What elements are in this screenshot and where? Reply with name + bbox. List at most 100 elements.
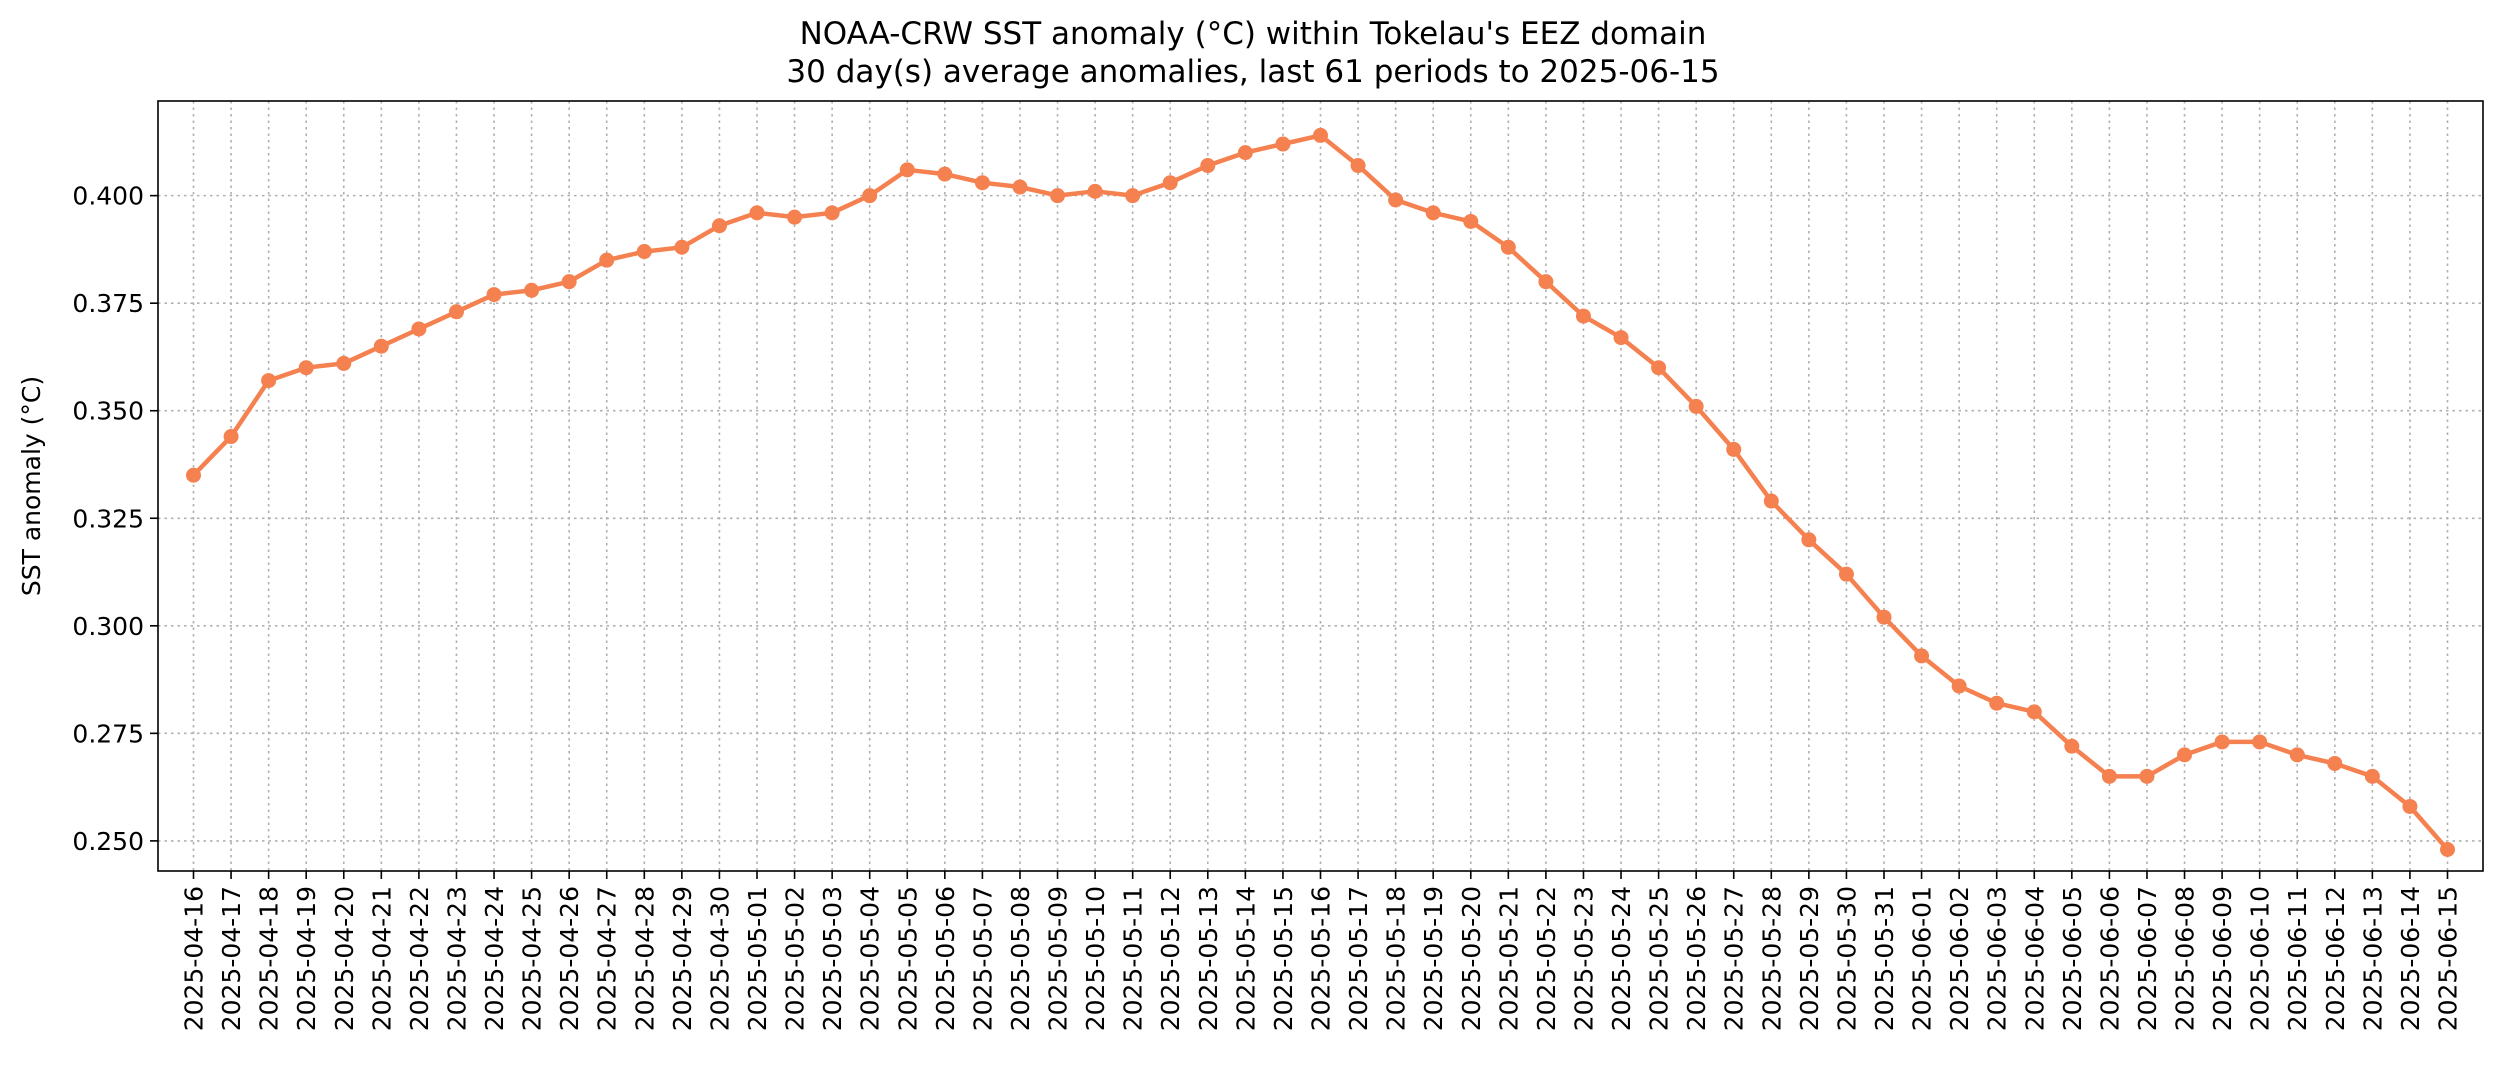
data-point — [824, 205, 840, 221]
data-point — [636, 244, 652, 260]
data-point — [1313, 127, 1328, 143]
data-point — [1087, 183, 1103, 199]
data-point — [1838, 566, 1854, 582]
chart-subtitle: 30 day(s) average anomalies, last 61 per… — [786, 54, 1719, 90]
y-tick-label: 0.275 — [72, 719, 144, 748]
data-point — [1237, 145, 1253, 161]
x-tick-label: 2025-05-09 — [1044, 886, 1073, 1031]
data-point — [1500, 239, 1516, 255]
data-point — [1801, 532, 1817, 548]
x-tick-label: 2025-05-27 — [1720, 886, 1749, 1031]
x-tick-label: 2025-05-29 — [1795, 886, 1824, 1031]
x-tick-label: 2025-06-05 — [2058, 886, 2087, 1031]
x-tick-label: 2025-05-16 — [1307, 886, 1336, 1031]
plot-frame — [157, 100, 2484, 872]
data-point — [2440, 841, 2455, 857]
data-point — [1651, 360, 1667, 376]
x-tick-label: 2025-04-23 — [442, 886, 471, 1031]
data-point — [1876, 609, 1892, 625]
x-tick-label: 2025-05-28 — [1757, 886, 1786, 1031]
data-point — [2364, 768, 2380, 784]
data-point — [1162, 175, 1178, 191]
data-point — [524, 282, 540, 298]
data-point — [2101, 768, 2117, 784]
x-tick-label: 2025-05-22 — [1532, 886, 1561, 1031]
data-point — [2064, 738, 2080, 754]
x-tick-label: 2025-06-13 — [2358, 886, 2387, 1031]
x-tick-label: 2025-05-03 — [818, 886, 847, 1031]
x-tick-label: 2025-05-21 — [1494, 886, 1523, 1031]
data-point — [2252, 734, 2268, 750]
x-tick-label: 2025-06-07 — [2133, 886, 2162, 1031]
data-point — [749, 205, 765, 221]
data-point — [1538, 274, 1554, 290]
y-tick-label: 0.325 — [72, 504, 144, 533]
x-axis-ticks: 2025-04-16 2025-04-17 2025-04-18 2025-04-19… — [180, 871, 2463, 1031]
x-tick-label: 2025-05-30 — [1832, 886, 1861, 1031]
x-tick-label: 2025-05-20 — [1457, 886, 1486, 1031]
data-point — [1050, 188, 1066, 204]
x-tick-label: 2025-06-08 — [2171, 886, 2200, 1031]
x-tick-label: 2025-05-13 — [1194, 886, 1223, 1031]
x-tick-label: 2025-04-29 — [668, 886, 697, 1031]
data-point — [1575, 308, 1591, 324]
data-point — [2214, 734, 2230, 750]
data-point — [937, 166, 953, 182]
data-point — [1688, 398, 1704, 414]
data-point — [1200, 158, 1216, 174]
x-tick-label: 2025-06-03 — [1983, 886, 2012, 1031]
data-point — [223, 429, 239, 445]
x-tick-label: 2025-04-22 — [405, 886, 434, 1031]
x-tick-label: 2025-05-24 — [1607, 886, 1636, 1031]
x-tick-label: 2025-05-31 — [1870, 886, 1899, 1031]
x-tick-label: 2025-04-25 — [518, 886, 547, 1031]
data-point — [599, 252, 615, 268]
x-tick-label: 2025-06-15 — [2434, 886, 2463, 1031]
data-point — [486, 287, 502, 303]
data-point — [186, 467, 201, 483]
x-tick-label: 2025-04-18 — [255, 886, 284, 1031]
data-point — [411, 321, 427, 337]
x-tick-label: 2025-04-21 — [367, 886, 396, 1031]
y-axis-ticks: 0.250 0.275 0.300 0.325 0.350 0.375 0.400 — [72, 182, 158, 856]
data-point — [1388, 192, 1404, 208]
x-tick-label: 2025-06-12 — [2321, 886, 2350, 1031]
x-tick-label: 2025-04-20 — [330, 886, 359, 1031]
x-tick-label: 2025-05-08 — [1006, 886, 1035, 1031]
data-point — [2402, 798, 2418, 814]
x-tick-label: 2025-05-11 — [1119, 886, 1148, 1031]
data-point — [2139, 768, 2155, 784]
x-tick-label: 2025-04-17 — [217, 886, 246, 1031]
data-point — [2289, 747, 2305, 763]
data-point — [711, 218, 727, 234]
data-point — [1763, 493, 1779, 509]
x-tick-label: 2025-06-02 — [1945, 886, 1974, 1031]
x-tick-label: 2025-06-10 — [2246, 886, 2275, 1031]
x-tick-label: 2025-05-25 — [1645, 886, 1674, 1031]
x-tick-label: 2025-05-18 — [1382, 886, 1411, 1031]
x-tick-label: 2025-04-24 — [480, 886, 509, 1031]
x-tick-label: 2025-05-15 — [1269, 886, 1298, 1031]
data-point — [1951, 678, 1967, 694]
x-tick-label: 2025-04-30 — [705, 886, 734, 1031]
x-tick-label: 2025-05-05 — [893, 886, 922, 1031]
data-point — [1275, 136, 1291, 152]
data-point — [448, 304, 464, 320]
series-layer — [186, 127, 2455, 857]
data-point — [674, 239, 690, 255]
x-tick-label: 2025-05-02 — [781, 886, 810, 1031]
x-tick-label: 2025-04-27 — [593, 886, 622, 1031]
data-point — [2177, 747, 2193, 763]
data-point — [373, 338, 389, 354]
x-tick-label: 2025-06-01 — [1908, 886, 1937, 1031]
data-point — [862, 188, 878, 204]
y-axis-label: SST anomaly (°C) — [17, 376, 46, 596]
data-point — [2026, 704, 2042, 720]
y-tick-label: 0.400 — [72, 182, 144, 211]
x-tick-label: 2025-06-09 — [2208, 886, 2237, 1031]
x-tick-label: 2025-05-12 — [1156, 886, 1185, 1031]
x-tick-label: 2025-04-28 — [630, 886, 659, 1031]
data-point — [561, 274, 577, 290]
data-point — [1989, 695, 2005, 711]
x-tick-label: 2025-06-06 — [2095, 886, 2124, 1031]
